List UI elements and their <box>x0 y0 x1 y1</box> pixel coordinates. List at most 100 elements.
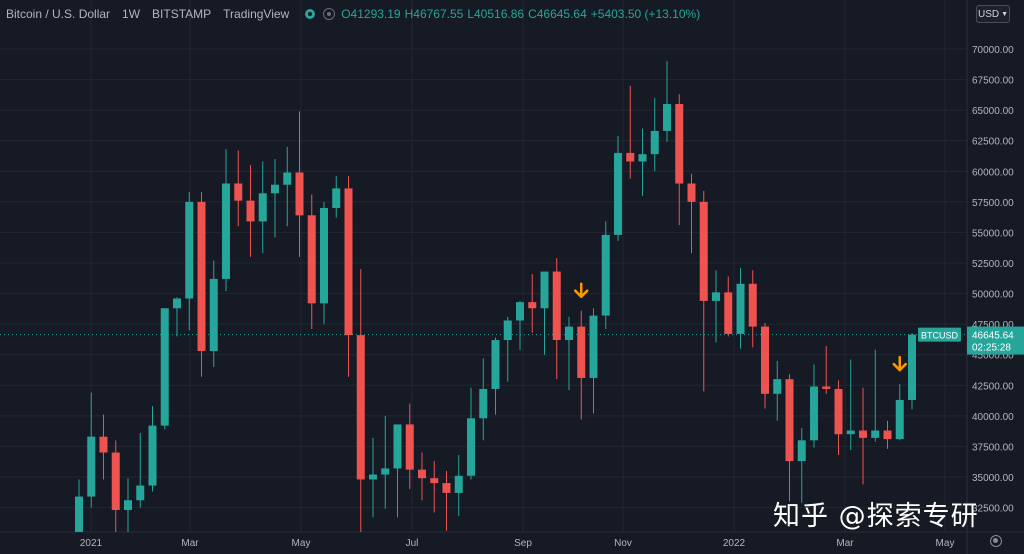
candle-body[interactable] <box>712 292 720 301</box>
y-axis-tick-label: 55000.00 <box>972 228 1014 239</box>
interval-label[interactable]: 1W <box>122 7 141 21</box>
candle-body[interactable] <box>675 104 684 184</box>
candle-body[interactable] <box>736 283 745 334</box>
candle-body[interactable] <box>650 130 659 155</box>
ticker-tag <box>918 327 961 342</box>
y-axis-tick-label: 60000.00 <box>972 167 1014 178</box>
candle-body[interactable] <box>369 474 377 480</box>
candle-body[interactable] <box>834 388 843 435</box>
candle-body[interactable] <box>173 298 181 309</box>
y-axis-tick-label: 37500.00 <box>972 442 1014 453</box>
candle-body[interactable] <box>846 430 855 435</box>
close-value: C46645.64 <box>528 7 587 21</box>
watermark: 知乎 @探索专研 <box>773 501 979 532</box>
arrow-down-icon <box>892 355 907 372</box>
candle-body[interactable] <box>467 418 475 476</box>
candle-body[interactable] <box>663 104 671 131</box>
x-axis-tick-label: Sep <box>514 538 532 549</box>
candle-body[interactable] <box>320 207 328 304</box>
candle-body[interactable] <box>516 302 524 321</box>
candle-body[interactable] <box>124 500 132 511</box>
candle-body[interactable] <box>307 215 316 304</box>
candle-body[interactable] <box>418 469 426 479</box>
candle-body[interactable] <box>797 440 806 462</box>
candle-body[interactable] <box>589 315 598 378</box>
candle-body[interactable] <box>773 379 782 394</box>
candle-body[interactable] <box>601 234 610 316</box>
candle-body[interactable] <box>810 386 818 441</box>
x-axis-tick-label: Mar <box>836 538 854 549</box>
candle-body[interactable] <box>197 201 206 352</box>
candle-body[interactable] <box>503 320 512 341</box>
candle-body[interactable] <box>381 468 390 475</box>
candle-body[interactable] <box>283 172 292 185</box>
candle-body[interactable] <box>687 183 696 202</box>
candle-body[interactable] <box>209 278 218 352</box>
candle-body[interactable] <box>99 436 108 453</box>
y-axis-tick-label: 52500.00 <box>972 259 1014 270</box>
candle-body[interactable] <box>895 399 904 440</box>
y-axis-tick-label: 65000.00 <box>972 106 1014 117</box>
y-axis-tick-label: 42500.00 <box>972 381 1014 392</box>
candle-body[interactable] <box>258 193 267 222</box>
candle-body[interactable] <box>724 292 733 334</box>
low-value: L40516.86 <box>467 7 525 21</box>
price-tag <box>967 326 1024 355</box>
candle-body[interactable] <box>528 302 537 309</box>
candle-body[interactable] <box>908 334 916 400</box>
candle-body[interactable] <box>430 478 439 484</box>
candle-body[interactable] <box>871 430 880 438</box>
x-axis-tick-label: Mar <box>181 538 199 549</box>
candle-body[interactable] <box>761 326 769 394</box>
candle-body[interactable] <box>148 425 157 486</box>
y-axis-tick-label: 57500.00 <box>972 198 1014 209</box>
gear-icon[interactable] <box>990 535 1002 547</box>
candle-body[interactable] <box>246 200 255 222</box>
candle-body[interactable] <box>638 154 647 162</box>
candle-body[interactable] <box>565 326 573 341</box>
candle-body[interactable] <box>136 485 145 501</box>
candle-body[interactable] <box>552 271 561 341</box>
candle-body[interactable] <box>822 386 831 389</box>
candle-body[interactable] <box>222 183 230 279</box>
candle-body[interactable] <box>160 308 169 426</box>
candle-body[interactable] <box>356 335 365 480</box>
price-tag-value: 46645.64 <box>972 331 1014 342</box>
y-axis-tick-label: 70000.00 <box>972 45 1014 56</box>
candle-body[interactable] <box>454 475 463 493</box>
candle-body[interactable] <box>405 424 414 470</box>
y-axis-tick-label: 47500.00 <box>972 320 1014 331</box>
candle-body[interactable] <box>75 496 83 532</box>
currency-button[interactable]: USD ▼ <box>976 5 1010 23</box>
candle-body[interactable] <box>271 184 279 194</box>
candle-body[interactable] <box>295 172 304 216</box>
candle-body[interactable] <box>748 283 757 327</box>
candle-body[interactable] <box>491 340 500 389</box>
candle-body[interactable] <box>111 452 120 511</box>
candle-body[interactable] <box>614 152 622 235</box>
candle-body[interactable] <box>87 436 96 497</box>
candle-body[interactable] <box>785 379 794 462</box>
y-axis-tick-label: 62500.00 <box>972 137 1014 148</box>
candle-body[interactable] <box>577 326 586 378</box>
candle-body[interactable] <box>185 201 194 299</box>
candle-body[interactable] <box>699 201 708 301</box>
price-tag-countdown: 02:25:28 <box>972 343 1011 354</box>
symbol-name[interactable]: Bitcoin / U.S. Dollar <box>6 7 111 21</box>
candle-body[interactable] <box>234 183 243 201</box>
candle-body[interactable] <box>393 424 402 469</box>
candle-body[interactable] <box>883 430 892 440</box>
candle-body[interactable] <box>332 188 341 208</box>
candle-body[interactable] <box>540 271 549 309</box>
candle-body[interactable] <box>442 483 451 493</box>
y-axis-tick-label: 50000.00 <box>972 290 1014 301</box>
candle-body[interactable] <box>479 388 488 419</box>
candle-body[interactable] <box>859 430 867 438</box>
candle-body[interactable] <box>626 152 635 162</box>
candle-body[interactable] <box>344 188 353 336</box>
eye-icon[interactable] <box>323 8 336 20</box>
high-value: H46767.55 <box>404 7 464 21</box>
market-status-icon[interactable] <box>305 9 316 19</box>
